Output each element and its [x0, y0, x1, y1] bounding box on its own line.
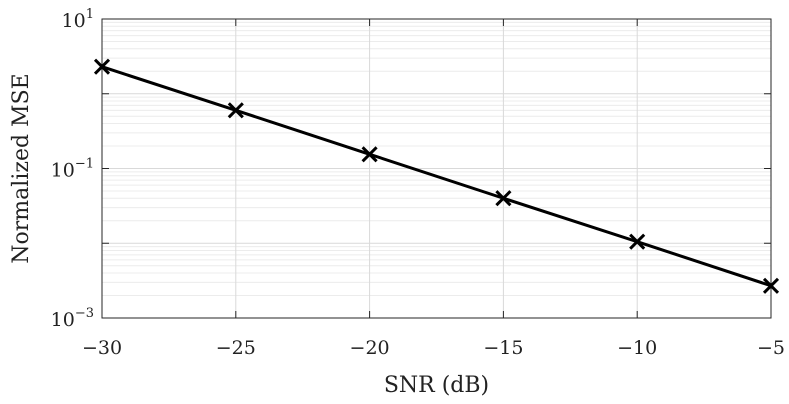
- marker-stroke: [629, 233, 646, 250]
- marker-stroke: [361, 146, 378, 163]
- x-axis-label: SNR (dB): [384, 373, 489, 398]
- data-point-marker: [762, 277, 780, 294]
- y-tick-label: 10−3: [51, 306, 94, 331]
- marker-stroke: [762, 277, 780, 294]
- x-tick-label: −25: [216, 337, 256, 359]
- marker-stroke: [93, 58, 111, 75]
- axis-ticks: [101, 18, 772, 319]
- data-point-marker: [495, 190, 512, 207]
- data-point-marker: [227, 102, 244, 119]
- marker-stroke: [495, 190, 512, 207]
- y-tick-label: 101: [62, 7, 94, 32]
- y-tick-labels: 10−3 10−1 101: [51, 7, 94, 331]
- grid: [101, 18, 772, 319]
- marker-stroke: [227, 102, 244, 119]
- data-point-marker: [361, 146, 378, 163]
- x-tick-labels: −30 −25 −20 −15 −10 −5: [82, 337, 785, 359]
- x-tick-label: −20: [350, 337, 390, 359]
- y-axis-label: Normalized MSE: [9, 73, 34, 263]
- x-tick-label: −30: [82, 337, 122, 359]
- series-line: [101, 65, 772, 288]
- x-tick-label: −5: [757, 337, 785, 359]
- data-point-marker: [629, 233, 646, 250]
- series: [93, 58, 780, 294]
- y-tick-label: 10−1: [51, 157, 94, 182]
- x-tick-label: −10: [617, 337, 657, 359]
- data-point-marker: [93, 58, 111, 75]
- x-tick-label: −15: [483, 337, 523, 359]
